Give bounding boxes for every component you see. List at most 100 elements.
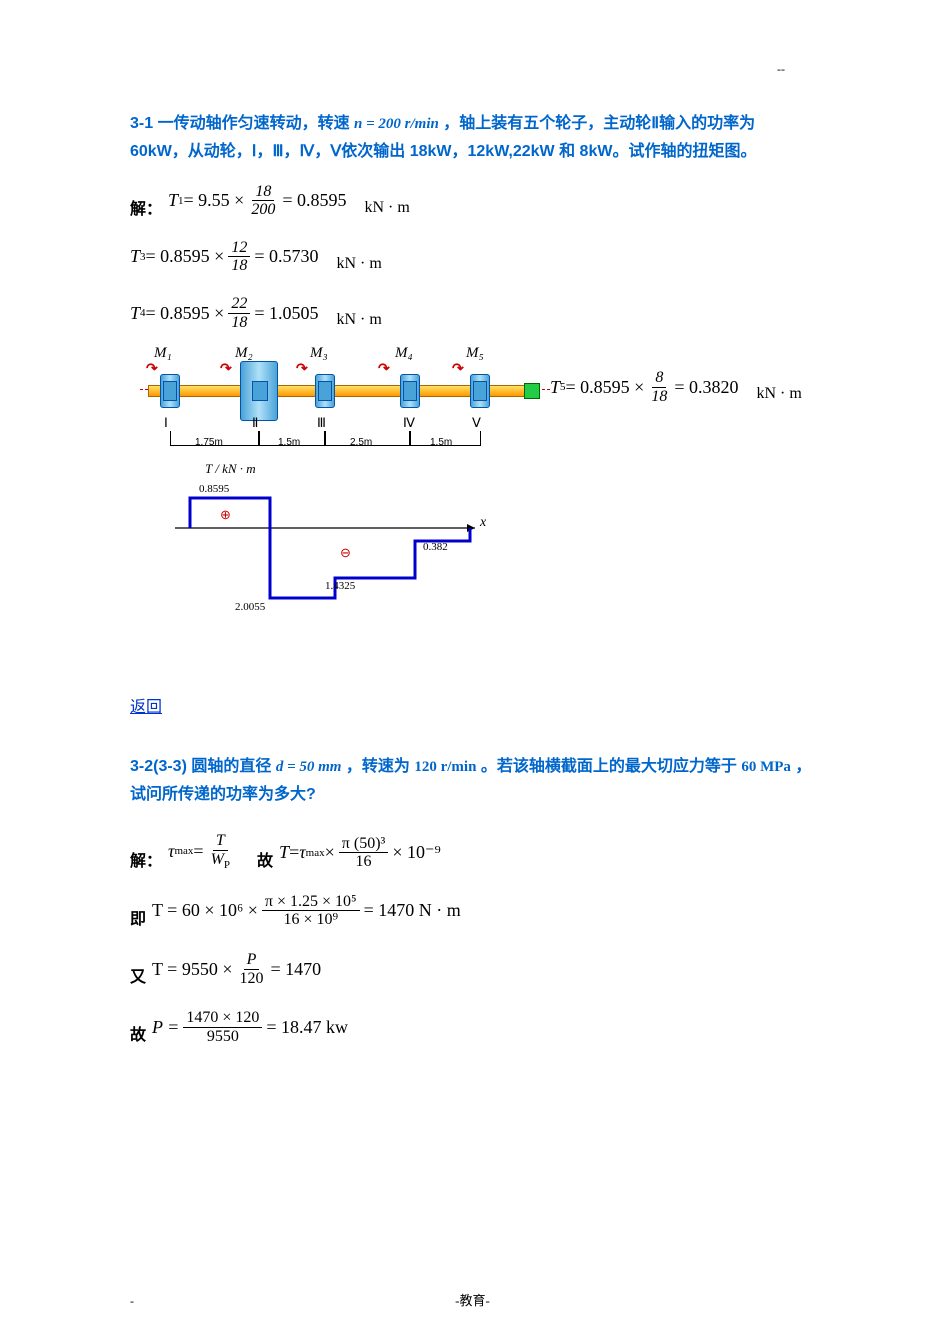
torque-xlabel: x (480, 515, 486, 531)
post: = 0.8595 (282, 190, 346, 211)
m5-label: M₅ (466, 345, 484, 362)
eq1b-num: π (50)³ (339, 835, 389, 854)
arc-1: ↷ (146, 361, 158, 378)
t2b: ，转速为 (341, 758, 414, 775)
arc-3: ↷ (296, 361, 308, 378)
pre: = 0.8595 × (566, 377, 645, 398)
inline-d: d = 50 mm (276, 759, 342, 775)
eq3-pre: T = 9550 × (152, 959, 232, 980)
num: 12 (228, 239, 250, 258)
eq3-num: P (244, 951, 260, 970)
eq3-den: 120 (237, 970, 267, 988)
eq4-pre: P = (152, 1017, 179, 1038)
eq4-den: 9550 (204, 1028, 242, 1046)
dim-text-4: 1.5m (430, 437, 452, 448)
lhs: T (130, 303, 140, 324)
gu-label-1: 故 (257, 847, 273, 871)
formula-t4: T4 = 0.8595 × 2218 = 1.0505 kN · m (130, 295, 815, 331)
formula-t3: T3 = 0.8595 × 1218 = 0.5730 kN · m (130, 239, 815, 275)
roman-2: Ⅱ (252, 415, 258, 431)
footer-center: -教育- (0, 1290, 945, 1309)
unit: kN · m (365, 199, 410, 219)
post: = 0.3820 (674, 377, 738, 398)
p2-eq3: 又 T = 9550 × P120 = 1470 (130, 951, 815, 987)
eq2-num: π × 1.25 × 10⁵ (262, 893, 360, 912)
den: 18 (648, 388, 670, 406)
unit: kN · m (756, 385, 801, 405)
return-link[interactable]: 返回 (130, 693, 162, 717)
inline-n: n = 200 r/min (354, 116, 439, 132)
torque-diagram: T / kN · m 0.8595 0.382 1.4325 2.0055 x … (175, 463, 505, 643)
inline-120: 120 r/min (414, 759, 476, 775)
m1-label: M₁ (154, 345, 172, 362)
problem-3-1-title: 3-1 一传动轴作匀速转动，转速 n = 200 r/min ，轴上装有五个轮子… (130, 110, 815, 165)
p2-eq4: 故 P = 1470 × 1209550 = 18.47 kw (130, 1009, 815, 1045)
eq2-post: = 1470 N · m (364, 900, 461, 921)
prob-num-2: 3-2(3-3) (130, 758, 187, 775)
prob-num: 3-1 (130, 115, 153, 132)
num: 18 (252, 183, 274, 202)
lhs: T (168, 190, 178, 211)
shaft-end (524, 383, 540, 399)
eq2-pre: T = 60 × 10⁶ × (152, 900, 258, 921)
tv-0.8595: 0.8595 (199, 483, 229, 495)
shaft-diagram: M₁ M₂ M₃ M₄ M₅ ↷ ↷ ↷ ↷ ↷ Ⅰ Ⅱ Ⅲ Ⅳ Ⅴ 1.75m… (140, 343, 530, 443)
dim-text-2: 1.5m (278, 437, 300, 448)
pre: = 0.8595 × (146, 303, 225, 324)
hub-1 (163, 381, 177, 401)
formula-t5: T5 = 0.8595 × 818 = 0.3820 kN · m (550, 369, 802, 405)
eq4-post: = 18.47 kw (266, 1017, 348, 1038)
title-text-a: 一传动轴作匀速转动，转速 (153, 115, 354, 132)
solve-label: 解： (130, 195, 162, 219)
dim-text-3: 2.5m (350, 437, 372, 448)
eq1-den: W (211, 851, 224, 868)
unit: kN · m (336, 255, 381, 275)
p2-eq2: 即 T = 60 × 10⁶ × π × 1.25 × 10⁵16 × 10⁹ … (130, 893, 815, 929)
pre: = 0.8595 × (146, 246, 225, 267)
page: -- 3-1 一传动轴作匀速转动，转速 n = 200 r/min ，轴上装有五… (0, 0, 945, 1337)
arc-4: ↷ (378, 361, 390, 378)
m2-label: M₂ (235, 345, 253, 362)
formula-t1: 解： T1 = 9.55 × 18200 = 0.8595 kN · m (130, 183, 815, 219)
roman-3: Ⅲ (317, 415, 326, 431)
eq1-den-sub: P (224, 859, 230, 871)
tv-2.0055: 2.0055 (235, 601, 265, 613)
tv-0.382: 0.382 (423, 541, 448, 553)
torque-ylabel: T / kN · m (205, 461, 256, 477)
problem-3-2-title: 3-2(3-3) 圆轴的直径 d = 50 mm ，转速为 120 r/min … (130, 753, 815, 808)
den: 18 (228, 314, 250, 332)
arc-5: ↷ (452, 361, 464, 378)
num: 8 (652, 369, 666, 388)
t2c: 。若该轴横截面上的最大切应力等于 (476, 758, 741, 775)
m3-label: M₃ (310, 345, 328, 362)
roman-4: Ⅳ (403, 415, 415, 431)
hub-5 (473, 381, 487, 401)
hub-4 (403, 381, 417, 401)
gu-label-2: 故 (130, 1021, 146, 1045)
eq1-num: T (213, 832, 228, 851)
den: 200 (248, 201, 278, 219)
plus-icon: ⊕ (220, 507, 231, 523)
you-label: 又 (130, 963, 146, 987)
ji-label: 即 (130, 905, 146, 929)
eq1b-tail: × 10⁻⁹ (392, 842, 440, 863)
header-mark: -- (777, 62, 785, 77)
solve-label-2: 解： (130, 847, 162, 871)
minus-icon: ⊖ (340, 545, 351, 561)
eq4-num: 1470 × 120 (183, 1009, 262, 1028)
pre: = 9.55 × (184, 190, 245, 211)
t2a: 圆轴的直径 (187, 758, 276, 775)
tv-1.4325: 1.4325 (325, 580, 355, 592)
eq3-post: = 1470 (271, 959, 322, 980)
post: = 1.0505 (254, 303, 318, 324)
dim-text-1: 1.75m (195, 437, 223, 448)
lhs: T (130, 246, 140, 267)
roman-1: Ⅰ (164, 415, 168, 431)
eq1b-den: 16 (353, 853, 375, 871)
num: 22 (228, 295, 250, 314)
p2-eq1: 解： τmax = TWP 故 T = τmax × π (50)³16 × 1… (130, 832, 815, 871)
m4-label: M₄ (395, 345, 413, 362)
post: = 0.5730 (254, 246, 318, 267)
lhs: T (550, 377, 560, 398)
eq2-den: 16 × 10⁹ (280, 911, 341, 929)
